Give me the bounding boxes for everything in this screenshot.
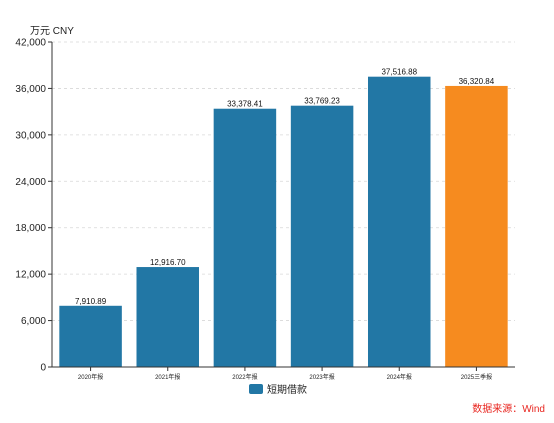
data-label: 33,769.23: [304, 97, 340, 106]
bars: 7,910.89 12,916.70 33,378.41 33,769.23 37,51…: [59, 68, 508, 368]
y-tick-label: 0: [40, 363, 46, 374]
bar[interactable]: [367, 76, 431, 368]
source-note: 数据来源：Wind: [472, 402, 545, 415]
x-tick-label: 2022年报: [232, 373, 257, 381]
x-tick-label: 2021年报: [155, 373, 180, 381]
y-tick-label: 18,000: [15, 223, 46, 234]
x-tick-label: 2025三季报: [461, 373, 492, 381]
bar[interactable]: [445, 85, 508, 367]
y-tick-label: 42,000: [15, 38, 46, 49]
legend[interactable]: 短期借款: [249, 383, 307, 396]
bar[interactable]: [136, 267, 200, 367]
legend-swatch: [249, 384, 263, 394]
legend-label: 短期借款: [267, 383, 307, 396]
x-axis: 2020年报 2021年报 2022年报 2023年报 2024年报 2025三季报: [52, 366, 515, 381]
x-tick-label: 2023年报: [309, 373, 334, 381]
x-tick-label: 2020年报: [78, 373, 103, 381]
bar[interactable]: [290, 105, 354, 367]
bar[interactable]: [59, 305, 122, 367]
y-tick-label: 36,000: [15, 84, 46, 95]
y-tick-label: 12,000: [15, 270, 46, 281]
data-label: 33,378.41: [227, 100, 263, 109]
y-tick-label: 24,000: [15, 177, 46, 188]
y-axis: 0 6,000 12,000 18,000 24,000 30,000 36,000 42,0…: [15, 38, 53, 374]
y-unit-label: 万元 CNY: [30, 26, 74, 37]
data-label: 36,320.84: [459, 77, 495, 86]
data-label: 37,516.88: [381, 68, 417, 77]
y-tick-label: 30,000: [15, 130, 46, 141]
data-label: 7,910.89: [75, 297, 107, 306]
data-label: 12,916.70: [150, 258, 186, 267]
grid-lines: [52, 41, 515, 321]
y-tick-label: 6,000: [21, 316, 46, 327]
bar[interactable]: [213, 108, 277, 367]
x-tick-label: 2024年报: [387, 373, 412, 381]
